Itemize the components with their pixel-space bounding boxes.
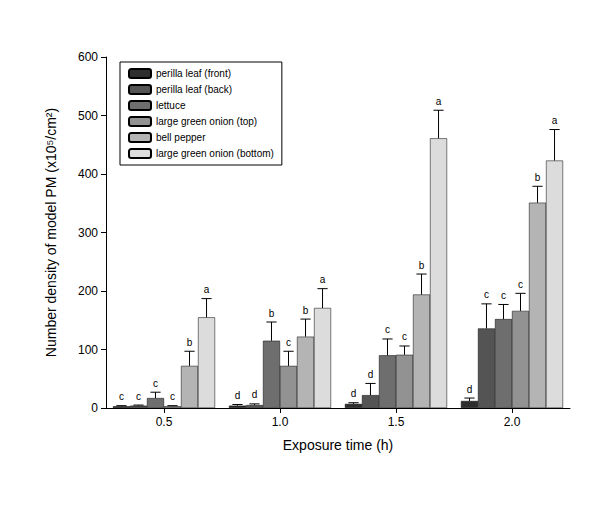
svg-text:large green onion (bottom): large green onion (bottom) [156, 148, 274, 159]
svg-text:d: d [351, 388, 357, 399]
svg-text:c: c [385, 324, 390, 335]
svg-text:b: b [269, 308, 275, 319]
svg-text:c: c [136, 391, 141, 402]
svg-text:a: a [552, 115, 558, 126]
svg-text:1.5: 1.5 [388, 415, 405, 429]
svg-text:a: a [436, 96, 442, 107]
svg-text:lettuce: lettuce [156, 100, 186, 111]
svg-text:1.0: 1.0 [272, 415, 289, 429]
svg-text:Exposure time (h): Exposure time (h) [283, 437, 393, 453]
svg-text:a: a [204, 284, 210, 295]
svg-text:600: 600 [78, 50, 98, 64]
svg-text:d: d [235, 390, 241, 401]
svg-text:bell pepper: bell pepper [156, 132, 206, 143]
svg-text:b: b [419, 260, 425, 271]
svg-text:b: b [303, 305, 309, 316]
svg-text:300: 300 [78, 226, 98, 240]
svg-text:c: c [484, 289, 489, 300]
svg-text:perilla leaf (back): perilla leaf (back) [156, 84, 232, 95]
svg-text:c: c [402, 331, 407, 342]
svg-text:c: c [170, 391, 175, 402]
svg-text:a: a [320, 274, 326, 285]
svg-text:100: 100 [78, 343, 98, 357]
svg-text:d: d [368, 369, 374, 380]
svg-text:b: b [535, 172, 541, 183]
svg-text:2.0: 2.0 [504, 415, 521, 429]
svg-text:d: d [467, 384, 473, 395]
svg-text:0.5: 0.5 [156, 415, 173, 429]
svg-text:c: c [153, 378, 158, 389]
svg-text:d: d [252, 389, 258, 400]
svg-text:0: 0 [91, 401, 98, 415]
svg-text:large green onion (top): large green onion (top) [156, 116, 257, 127]
svg-text:c: c [501, 290, 506, 301]
svg-text:400: 400 [78, 167, 98, 181]
svg-text:c: c [286, 337, 291, 348]
svg-text:b: b [187, 337, 193, 348]
svg-text:Number density of model PM (x1: Number density of model PM (x10⁵/cm²) [43, 108, 59, 357]
svg-text:500: 500 [78, 109, 98, 123]
svg-text:c: c [119, 391, 124, 402]
svg-text:200: 200 [78, 284, 98, 298]
svg-text:perilla leaf (front): perilla leaf (front) [156, 68, 231, 79]
svg-text:c: c [518, 279, 523, 290]
